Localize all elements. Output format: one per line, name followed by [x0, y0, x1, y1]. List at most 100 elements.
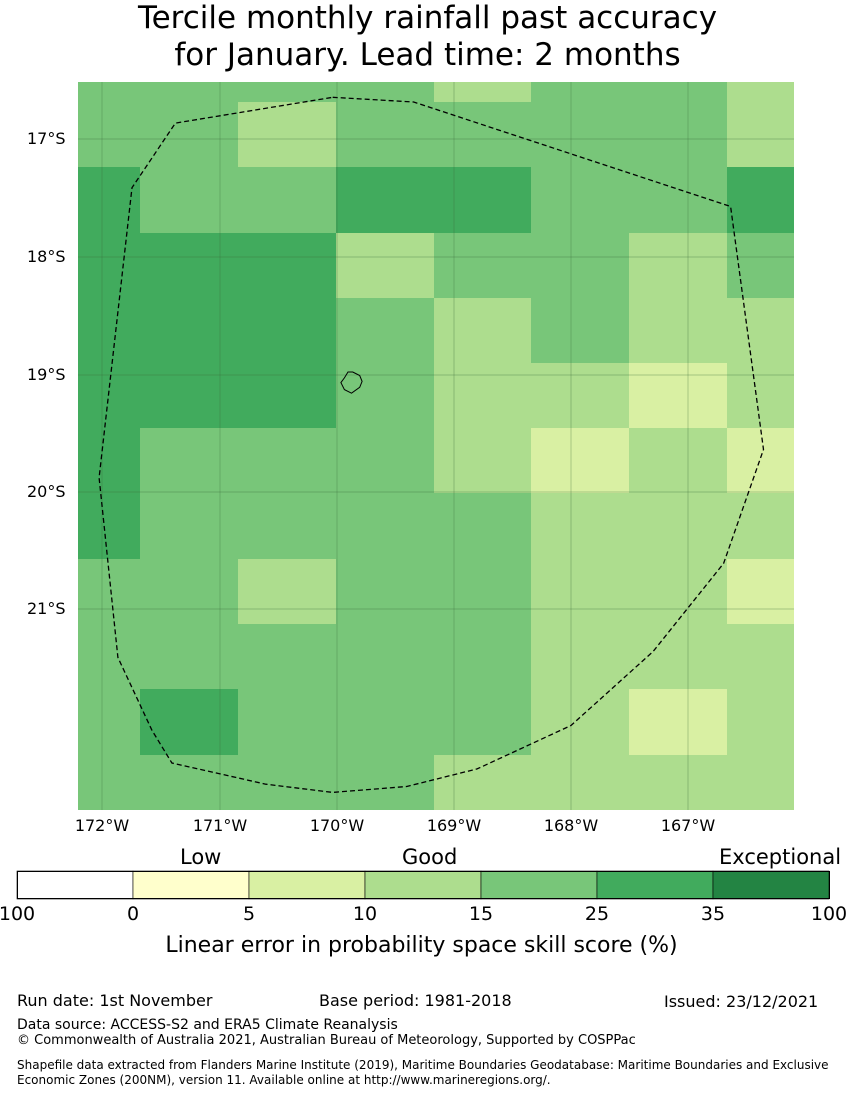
category-good: Good — [402, 845, 458, 869]
skill-cell — [531, 82, 727, 102]
lon-label: 171°W — [192, 816, 248, 835]
skill-cell — [727, 82, 794, 102]
colorbar-segment — [364, 870, 482, 900]
copyright: © Commonwealth of Australia 2021, Austra… — [17, 1033, 636, 1048]
skill-cell — [336, 82, 434, 102]
skill-cell — [238, 689, 531, 755]
skill-cell — [434, 428, 531, 493]
colorbar-segment — [16, 870, 134, 900]
colorbar-tick: 0 — [126, 903, 140, 925]
lat-label: 21°S — [27, 599, 66, 618]
lat-label: 20°S — [27, 482, 66, 501]
skill-cell — [336, 102, 531, 167]
skill-cell — [336, 363, 434, 428]
skill-cell — [78, 233, 336, 298]
skill-cell — [531, 493, 794, 559]
lon-label: 172°W — [74, 816, 130, 835]
colorbar-tick: 35 — [700, 903, 726, 925]
skill-cell — [238, 102, 336, 167]
skill-cell — [336, 233, 434, 298]
skill-cell — [531, 689, 629, 755]
title-line-2: for January. Lead time: 2 months — [174, 37, 681, 73]
data-source: Data source: ACCESS-S2 and ERA5 Climate … — [17, 1017, 398, 1033]
lat-label: 17°S — [27, 129, 66, 148]
skill-grid-cells — [78, 82, 794, 810]
lon-label: 170°W — [309, 816, 365, 835]
category-low: Low — [180, 845, 222, 869]
skill-cell — [140, 428, 434, 493]
skill-cell — [531, 102, 727, 167]
skill-cell — [78, 428, 140, 493]
colorbar-tick: 10 — [352, 903, 378, 925]
skill-cell — [78, 102, 238, 167]
skill-cell — [140, 493, 531, 559]
skill-cell — [434, 363, 629, 428]
lon-label: 167°W — [660, 816, 716, 835]
lon-label: 168°W — [543, 816, 599, 835]
skill-cell — [531, 167, 727, 233]
colorbar-segments — [16, 870, 830, 900]
skill-cell — [78, 493, 140, 559]
skill-cell — [78, 624, 531, 689]
eez-boundary — [98, 96, 765, 794]
skill-cell — [78, 82, 238, 102]
skill-cell — [238, 82, 336, 102]
colorbar-tick: 100 — [0, 903, 36, 925]
colorbar — [16, 870, 830, 900]
skill-cell — [78, 298, 336, 363]
skill-cell — [727, 559, 794, 624]
skill-cell — [629, 233, 727, 298]
skill-cell — [629, 363, 727, 428]
issued-date: Issued: 23/12/2021 — [664, 992, 819, 1011]
shapefile-credit-line-1: Shapefile data extracted from Flanders M… — [17, 1058, 829, 1072]
colorbar-tick: 5 — [242, 903, 256, 925]
colorbar-segment — [596, 870, 714, 900]
skill-cell — [727, 102, 794, 167]
island-outline — [340, 371, 363, 394]
skill-cell — [531, 298, 629, 363]
skill-cell — [531, 428, 629, 493]
base-period: Base period: 1981-2018 — [319, 991, 512, 1010]
skill-cell — [727, 363, 794, 428]
lat-label: 19°S — [27, 365, 66, 384]
graticule — [78, 82, 794, 810]
colorbar-frame — [17, 871, 830, 899]
shapefile-credit-line-2: Economic Zones (200NM), version 11. Avai… — [17, 1073, 551, 1087]
skill-cell — [78, 559, 238, 624]
title-line-1: Tercile monthly rainfall past accuracy — [137, 0, 718, 36]
skill-cell — [727, 689, 794, 755]
skill-cell — [78, 689, 140, 755]
skill-cell — [434, 233, 629, 298]
skill-cell — [336, 167, 531, 233]
colorbar-segment — [712, 870, 830, 900]
run-date: Run date: 1st November — [17, 991, 213, 1010]
skill-cell — [531, 624, 794, 689]
skill-cell — [434, 298, 531, 363]
colorbar-segment — [132, 870, 250, 900]
colorbar-tick: 25 — [584, 903, 610, 925]
skill-cell — [629, 689, 727, 755]
colorbar-segment — [480, 870, 598, 900]
colorbar-tick: 15 — [468, 903, 494, 925]
chart-title: Tercile monthly rainfall past accuracy f… — [0, 0, 855, 74]
skill-cell — [78, 363, 336, 428]
colorbar-segment — [248, 870, 366, 900]
category-exceptional: Exceptional — [719, 845, 842, 869]
skill-cell — [336, 559, 531, 624]
skill-cell — [434, 82, 531, 102]
skill-cell — [629, 298, 794, 363]
colorbar-title: Linear error in probability space skill … — [165, 933, 678, 958]
colorbar-tick: 100 — [810, 903, 848, 925]
skill-cell — [140, 689, 238, 755]
skill-cell — [629, 428, 727, 493]
skill-cell — [78, 167, 140, 233]
skill-cell — [238, 559, 336, 624]
lon-label: 169°W — [426, 816, 482, 835]
skill-cell — [531, 559, 727, 624]
skill-cell — [727, 428, 794, 493]
skill-cell — [434, 755, 794, 810]
skill-cell — [336, 298, 434, 363]
skill-cell — [727, 167, 794, 233]
skill-map — [78, 82, 794, 810]
lat-label: 18°S — [27, 247, 66, 266]
